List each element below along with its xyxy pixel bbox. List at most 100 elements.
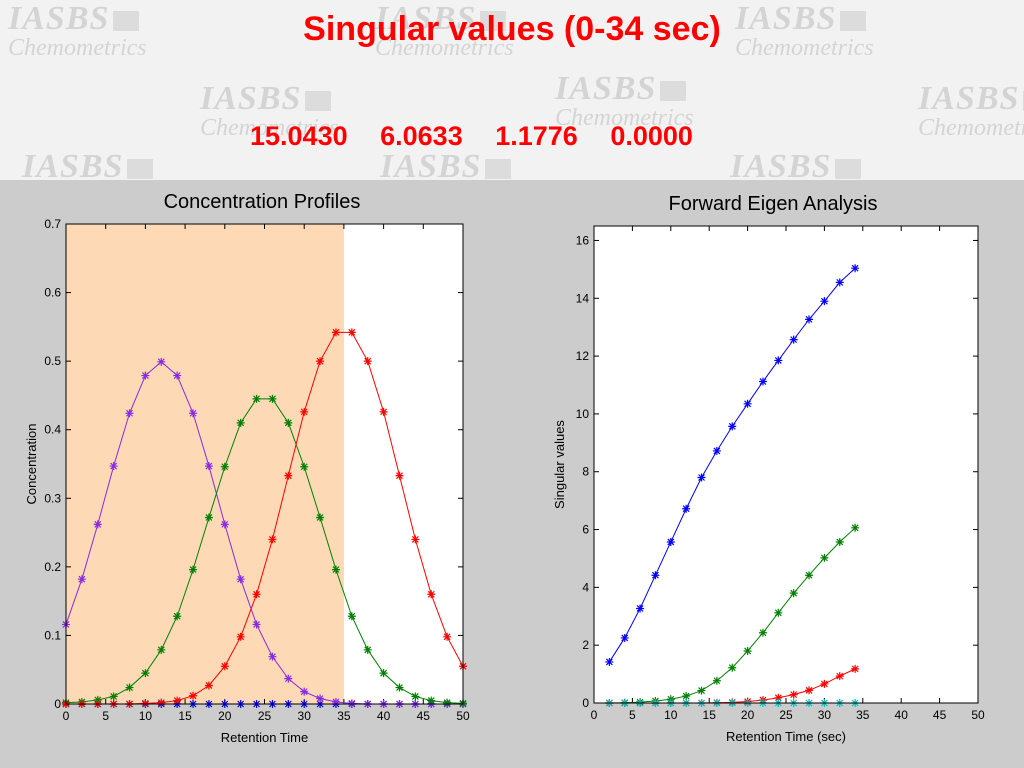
- data-point: [284, 674, 293, 683]
- x-tick-label: 35: [856, 708, 870, 722]
- x-tick-label: 50: [456, 709, 470, 723]
- data-point: [189, 691, 198, 700]
- data-point: [284, 471, 293, 480]
- data-point: [820, 553, 829, 562]
- x-tick-label: 10: [664, 708, 678, 722]
- data-point: [363, 357, 372, 366]
- singular-value-1: 15.0430: [250, 121, 348, 151]
- data-point: [835, 278, 844, 287]
- y-tick-label: 0: [54, 697, 61, 711]
- y-tick-label: 10: [576, 407, 590, 421]
- data-point: [252, 590, 261, 599]
- data-point: [758, 628, 767, 637]
- data-point: [805, 686, 814, 695]
- x-tick-label: 40: [895, 708, 909, 722]
- data-point: [605, 657, 614, 666]
- x-tick-label: 5: [102, 709, 109, 723]
- data-point: [712, 676, 721, 685]
- y-tick-label: 0.1: [44, 628, 61, 642]
- data-point: [789, 589, 798, 598]
- x-tick-label: 25: [258, 709, 272, 723]
- data-point: [236, 418, 245, 427]
- y-tick-label: 0.6: [44, 286, 61, 300]
- data-point: [651, 571, 660, 580]
- x-tick-label: 0: [591, 708, 598, 722]
- data-point: [363, 645, 372, 654]
- data-point: [220, 520, 229, 529]
- data-point: [411, 692, 420, 701]
- y-tick-label: 2: [582, 638, 589, 652]
- data-point: [427, 590, 436, 599]
- concentration-profiles-chart: Concentration Profiles 0 5 10 15 20 25 30 35 40 45…: [24, 191, 470, 745]
- data-point: [820, 679, 829, 688]
- singular-value-4: 0.0000: [610, 121, 693, 151]
- x-tick-label: 35: [337, 709, 351, 723]
- data-point: [347, 699, 356, 708]
- y-tick-label: 0.5: [44, 354, 61, 368]
- data-point: [157, 357, 166, 366]
- x-tick-label: 15: [703, 708, 717, 722]
- data-point: [141, 371, 150, 380]
- y-tick-label: 0.7: [44, 217, 61, 231]
- data-point: [758, 377, 767, 386]
- chart-title: Forward Eigen Analysis: [669, 193, 878, 215]
- data-point: [443, 632, 452, 641]
- data-point: [728, 663, 737, 672]
- data-point: [284, 418, 293, 427]
- data-point: [379, 407, 388, 416]
- data-point: [347, 328, 356, 337]
- figure-area: Concentration Profiles 0 5 10 15 20 25 30 35 40 45…: [0, 180, 1024, 768]
- x-tick-label: 30: [818, 708, 832, 722]
- singular-value-3: 1.1776: [495, 121, 578, 151]
- data-point: [204, 681, 213, 690]
- data-point: [189, 409, 198, 418]
- data-point: [331, 697, 340, 706]
- data-point: [252, 394, 261, 403]
- data-point: [93, 520, 102, 529]
- data-point: [743, 646, 752, 655]
- y-tick-label: 0.2: [44, 560, 61, 574]
- x-axis-label: Retention Time: [221, 730, 308, 745]
- y-axis-label: Singular values: [552, 420, 567, 509]
- data-point: [379, 669, 388, 678]
- x-tick-label: 45: [417, 709, 431, 723]
- data-point: [774, 356, 783, 365]
- data-point: [427, 696, 436, 705]
- x-tick-label: 20: [218, 709, 232, 723]
- data-point: [774, 693, 783, 702]
- data-point: [173, 371, 182, 380]
- x-tick-label: 15: [178, 709, 192, 723]
- data-point: [835, 537, 844, 546]
- data-point: [93, 695, 102, 704]
- data-point: [109, 462, 118, 471]
- data-point: [236, 632, 245, 641]
- data-point: [300, 407, 309, 416]
- x-tick-label: 30: [298, 709, 312, 723]
- x-tick-label: 5: [629, 708, 636, 722]
- data-point: [820, 297, 829, 306]
- data-point: [620, 633, 629, 642]
- data-point: [236, 575, 245, 584]
- data-point: [300, 687, 309, 696]
- data-point: [268, 394, 277, 403]
- data-point: [805, 315, 814, 324]
- data-point: [268, 652, 277, 661]
- data-point: [252, 620, 261, 629]
- data-point: [157, 698, 166, 707]
- x-tick-label: 50: [971, 708, 985, 722]
- data-point: [697, 473, 706, 482]
- data-point: [835, 672, 844, 681]
- slide-title: Singular values (0-34 sec): [303, 10, 721, 48]
- data-point: [220, 462, 229, 471]
- data-point: [851, 523, 860, 532]
- plot-area: [594, 226, 978, 703]
- data-point: [173, 696, 182, 705]
- data-point: [204, 513, 213, 522]
- chart-title: Concentration Profiles: [164, 191, 361, 213]
- data-point: [125, 683, 134, 692]
